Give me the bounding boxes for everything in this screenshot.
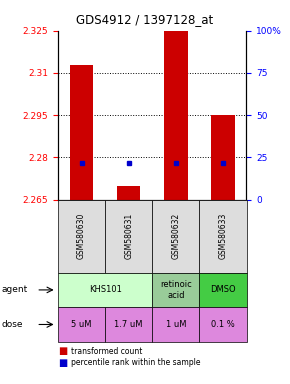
Text: transformed count: transformed count <box>71 347 142 356</box>
Text: 1 uM: 1 uM <box>166 320 186 329</box>
Text: ■: ■ <box>58 358 67 368</box>
Bar <box>70 65 93 200</box>
Text: 5 uM: 5 uM <box>71 320 92 329</box>
Text: percentile rank within the sample: percentile rank within the sample <box>71 358 201 367</box>
Text: GSM580633: GSM580633 <box>218 213 227 259</box>
Text: retinoic
acid: retinoic acid <box>160 280 192 300</box>
Text: dose: dose <box>1 320 23 329</box>
Text: GSM580630: GSM580630 <box>77 213 86 259</box>
Text: DMSO: DMSO <box>210 285 236 295</box>
Text: ■: ■ <box>58 346 67 356</box>
Text: GDS4912 / 1397128_at: GDS4912 / 1397128_at <box>76 13 214 26</box>
Bar <box>117 185 140 200</box>
Bar <box>211 115 235 200</box>
Text: agent: agent <box>1 285 28 295</box>
Text: 0.1 %: 0.1 % <box>211 320 235 329</box>
Bar <box>164 31 188 200</box>
Text: KHS101: KHS101 <box>89 285 122 295</box>
Text: GSM580632: GSM580632 <box>171 213 180 259</box>
Text: 1.7 uM: 1.7 uM <box>115 320 143 329</box>
Text: GSM580631: GSM580631 <box>124 213 133 259</box>
